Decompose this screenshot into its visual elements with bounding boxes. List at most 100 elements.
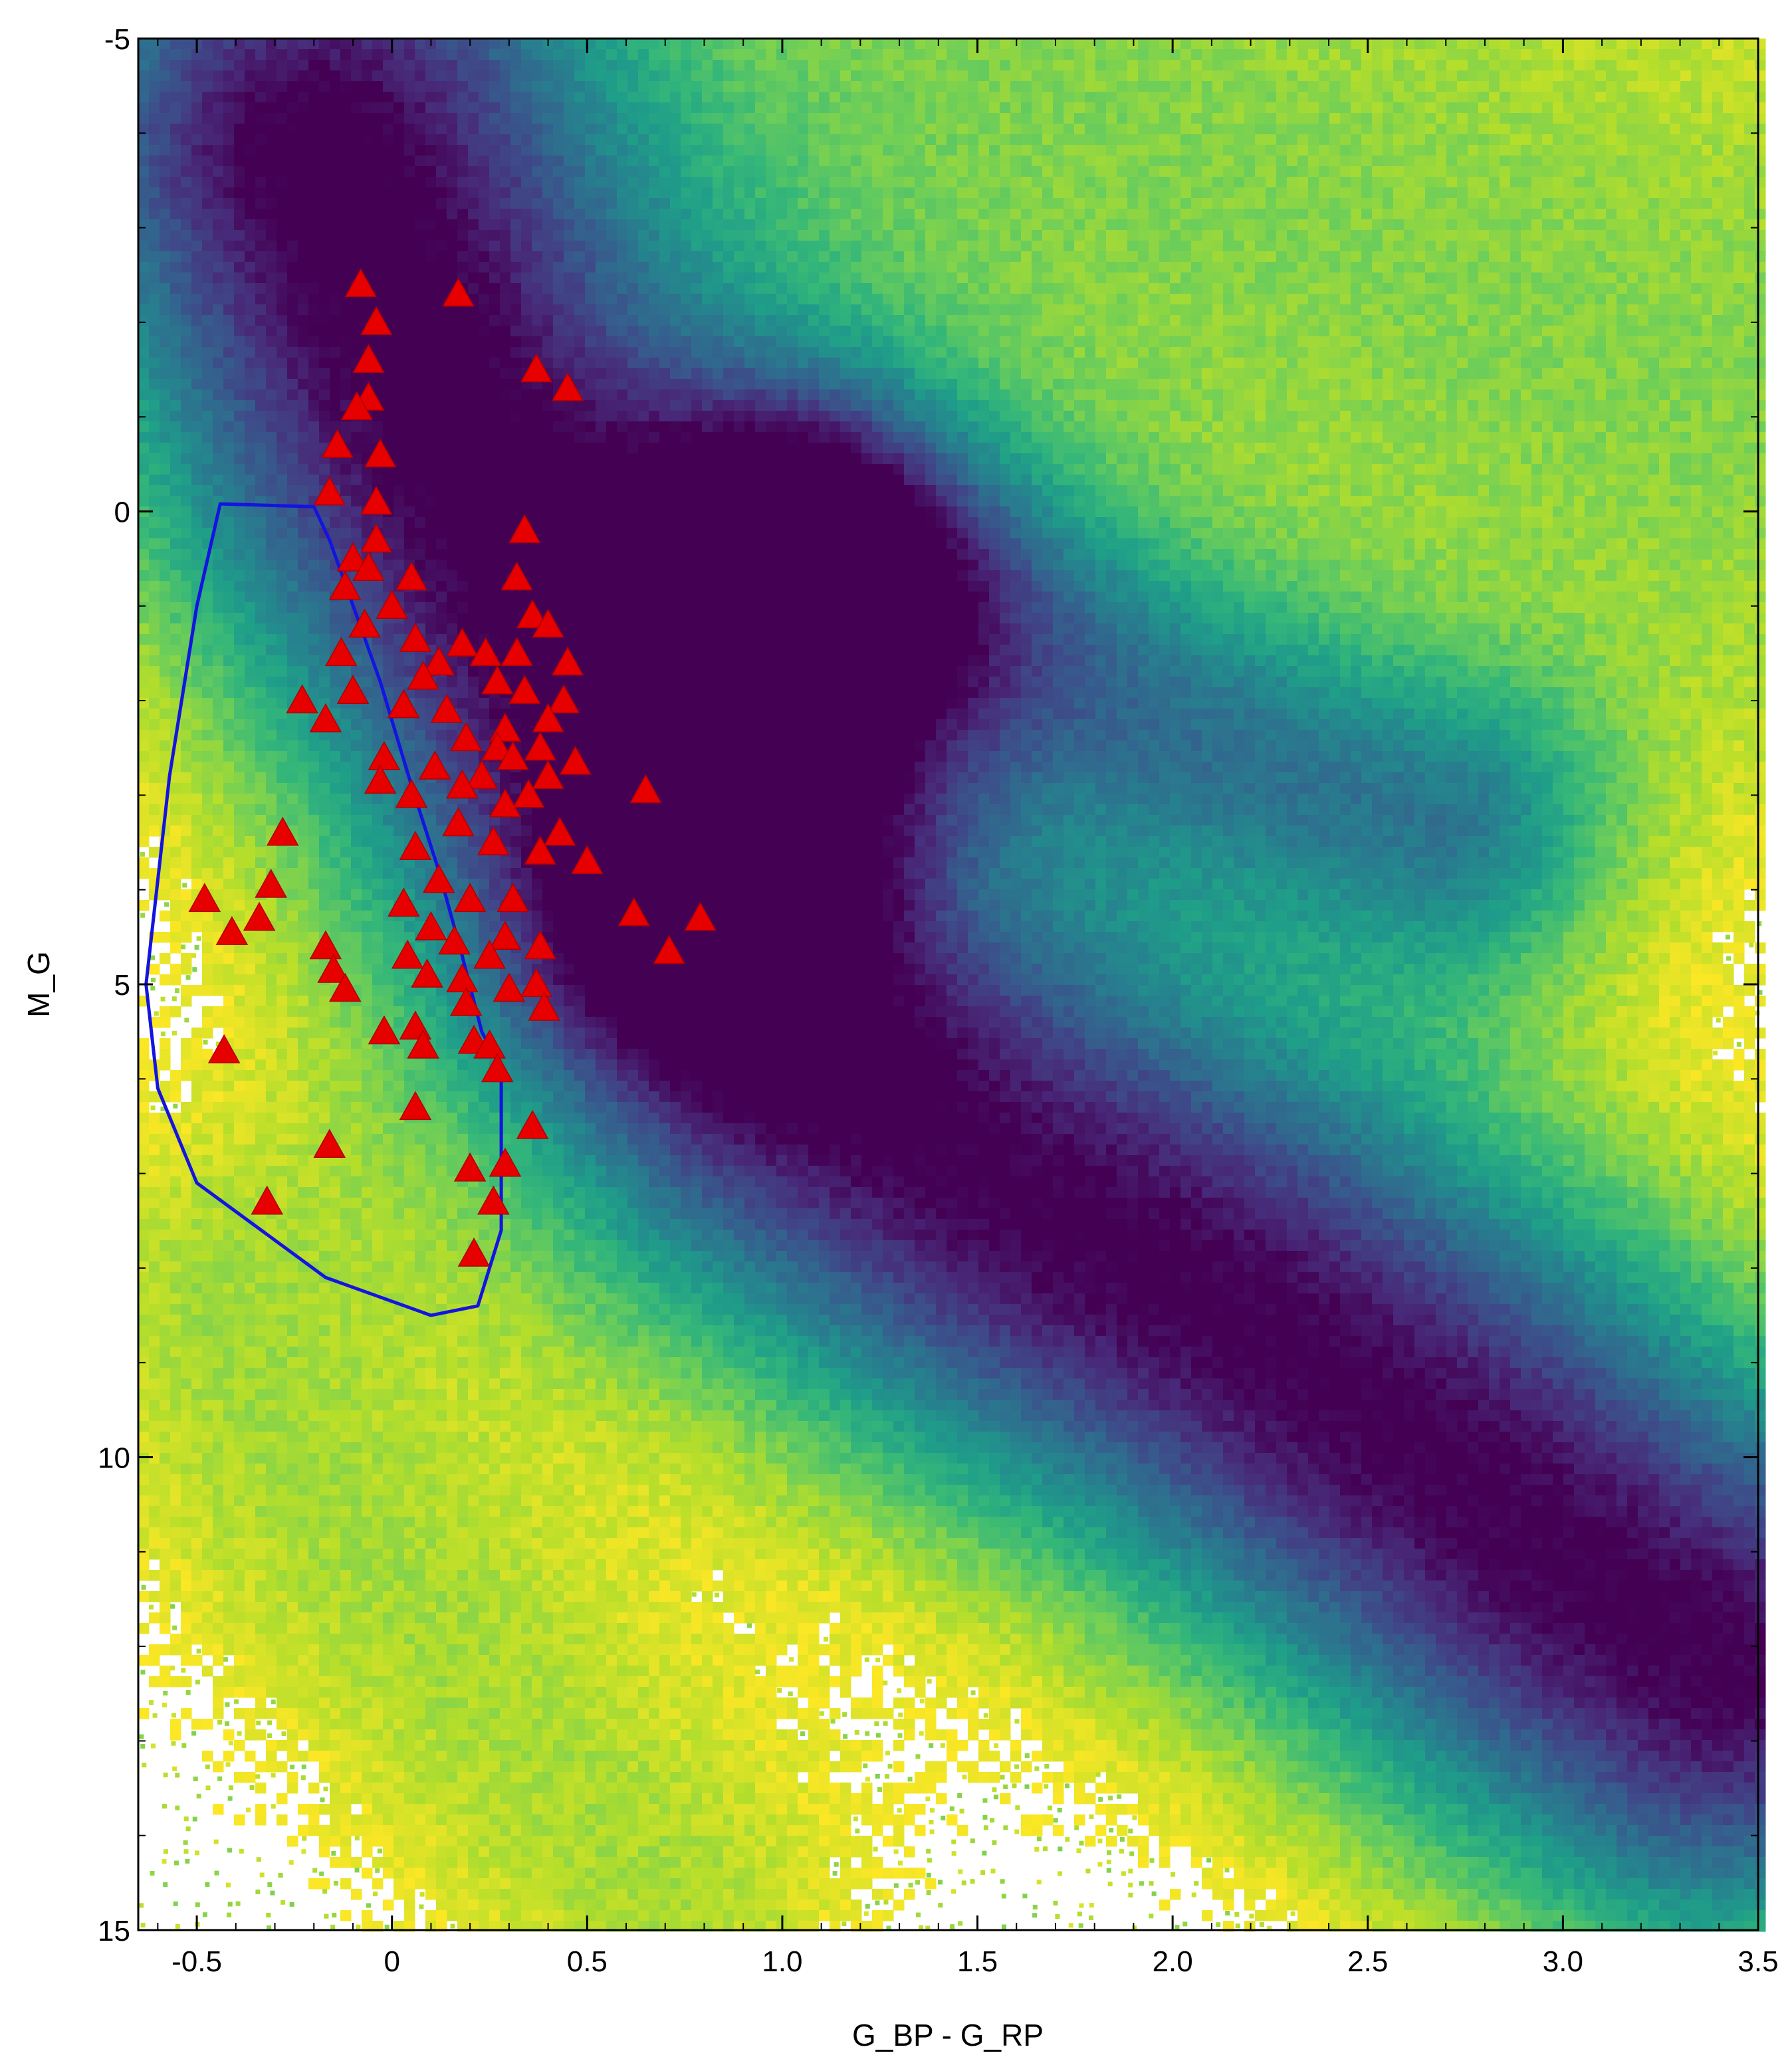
density-cell [1500, 230, 1511, 241]
density-cell [1446, 283, 1458, 294]
density-cell [510, 70, 522, 82]
density-cell [170, 241, 181, 252]
density-cell [776, 336, 788, 348]
density-cell [1702, 326, 1713, 337]
density-cell [287, 283, 298, 294]
density-cell [191, 177, 203, 188]
density-cell [755, 347, 766, 358]
density-cell [1095, 134, 1107, 146]
density-cell [457, 304, 469, 316]
density-cell [1170, 49, 1181, 60]
density-cell [1329, 251, 1341, 263]
density-cell [840, 379, 851, 390]
density-cell [1712, 134, 1724, 146]
density-cell [925, 251, 937, 263]
density-cell [489, 177, 501, 188]
density-cell [1670, 187, 1681, 199]
density-cell [819, 294, 830, 305]
density-cell [776, 230, 788, 241]
density-cell [936, 187, 947, 199]
density-cell [298, 198, 309, 209]
density-cell [1351, 336, 1362, 348]
density-cell [1212, 92, 1224, 103]
density-cell [1617, 92, 1628, 103]
density-cell [500, 230, 511, 241]
density-cell [1489, 187, 1500, 199]
density-cell [787, 39, 798, 50]
density-cell [468, 347, 479, 358]
density-cell [1648, 326, 1660, 337]
density-cell [266, 145, 277, 156]
density-cell [1180, 60, 1192, 71]
density-cell [510, 177, 522, 188]
density-cell [287, 272, 298, 284]
density-cell [1457, 187, 1468, 199]
density-cell [1064, 124, 1075, 135]
density-cell [340, 347, 352, 358]
density-cell [1351, 283, 1362, 294]
density-cell [1734, 251, 1745, 263]
density-cell [947, 251, 958, 263]
density-cell [404, 81, 415, 92]
density-cell [989, 166, 1000, 177]
density-cell [500, 209, 511, 220]
density-cell [1127, 283, 1139, 294]
density-cell [808, 39, 820, 50]
density-cell [542, 251, 554, 263]
density-cell [1042, 347, 1054, 358]
density-cell [1000, 251, 1011, 263]
density-cell [659, 166, 671, 177]
density-cell [1446, 70, 1458, 82]
density-cell [1021, 262, 1032, 273]
density-cell [1180, 368, 1192, 380]
density-cell [1223, 70, 1234, 82]
density-cell [234, 358, 245, 369]
density-cell [1734, 187, 1745, 199]
density-cell [1202, 156, 1213, 167]
density-cell [510, 113, 522, 124]
density-cell [734, 368, 745, 380]
density-cell [1457, 102, 1468, 114]
density-cell [723, 70, 734, 82]
density-cell [702, 304, 713, 316]
density-cell [160, 166, 171, 177]
density-cell [383, 230, 394, 241]
density-cell [755, 241, 766, 252]
density-cell [181, 187, 192, 199]
density-cell [1755, 166, 1766, 177]
density-cell [1117, 219, 1128, 231]
density-cell [362, 177, 373, 188]
density-cell [319, 187, 330, 199]
density-cell [1585, 304, 1596, 316]
density-cell [915, 358, 926, 369]
density-cell [266, 81, 277, 92]
density-cell [255, 251, 267, 263]
density-cell [213, 209, 224, 220]
density-cell [1287, 251, 1298, 263]
density-cell [659, 368, 671, 380]
density-cell [425, 124, 437, 135]
density-cell [957, 156, 968, 167]
density-cell [1734, 336, 1745, 348]
density-cell [362, 198, 373, 209]
density-cell [1255, 177, 1266, 188]
density-cell [1064, 219, 1075, 231]
density-cell [1032, 177, 1043, 188]
density-cell [1680, 145, 1692, 156]
density-cell [617, 379, 628, 390]
density-cell [627, 294, 639, 305]
density-cell [1329, 134, 1341, 146]
density-cell [1702, 358, 1713, 369]
density-cell [1010, 209, 1022, 220]
density-cell [925, 145, 937, 156]
density-cell [702, 294, 713, 305]
density-cell [1521, 145, 1532, 156]
density-cell [245, 124, 256, 135]
density-cell [415, 347, 426, 358]
density-cell [202, 177, 213, 188]
density-cell [1489, 113, 1500, 124]
density-cell [1361, 368, 1373, 380]
density-cell [234, 113, 245, 124]
density-cell [202, 81, 213, 92]
density-cell [1553, 166, 1564, 177]
